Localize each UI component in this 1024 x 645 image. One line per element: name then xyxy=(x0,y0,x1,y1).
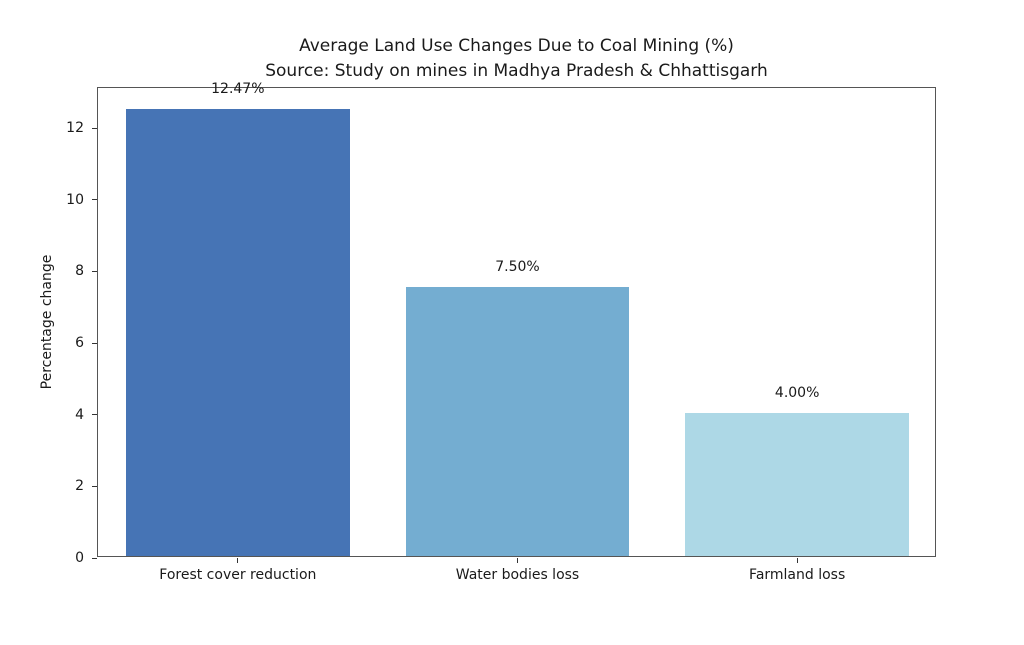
plot-area: 0 2 4 6 8 10 12 Forest cover reduction 12.47% Wat… xyxy=(66,81,936,583)
x-tick-label-forest-cover-reduction: Forest cover reduction xyxy=(159,567,317,583)
x-tick-label-farmland-loss: Farmland loss xyxy=(749,567,846,583)
y-tick-label: 10 xyxy=(66,191,84,208)
bar-value-label-water-bodies-loss: 7.50% xyxy=(495,259,540,276)
chart-title: Average Land Use Changes Due to Coal Min… xyxy=(299,36,734,56)
y-tick-mark xyxy=(92,342,97,344)
bar-water-bodies-loss xyxy=(405,287,630,556)
y-tick-mark xyxy=(92,485,97,487)
y-tick-mark xyxy=(92,557,97,559)
y-tick-label: 0 xyxy=(75,550,84,566)
x-tick-mark xyxy=(517,558,518,563)
bar-forest-cover-reduction xyxy=(125,109,350,556)
y-tick-label: 8 xyxy=(75,263,84,280)
x-tick-mark xyxy=(237,558,239,563)
y-tick-label: 4 xyxy=(75,406,84,423)
bar-value-label-forest-cover-reduction: 12.47% xyxy=(211,81,265,98)
chart-title-block: Average Land Use Changes Due to Coal Min… xyxy=(97,34,936,84)
y-tick-mark xyxy=(92,199,97,201)
y-tick-mark xyxy=(92,270,97,272)
y-tick-label: 12 xyxy=(66,120,84,137)
bar-farmland-loss xyxy=(685,412,910,556)
y-tick-mark xyxy=(92,414,97,416)
bar-value-label-farmland-loss: 4.00% xyxy=(774,384,820,401)
x-tick-mark xyxy=(796,558,798,563)
y-axis-label: Percentage change xyxy=(39,254,55,390)
chart-subtitle: Source: Study on mines in Madhya Pradesh… xyxy=(265,61,768,81)
y-tick-label: 6 xyxy=(75,335,84,352)
x-tick-label-water-bodies-loss: Water bodies loss xyxy=(455,567,580,583)
y-tick-mark xyxy=(92,127,97,129)
y-tick-label: 2 xyxy=(75,478,84,495)
